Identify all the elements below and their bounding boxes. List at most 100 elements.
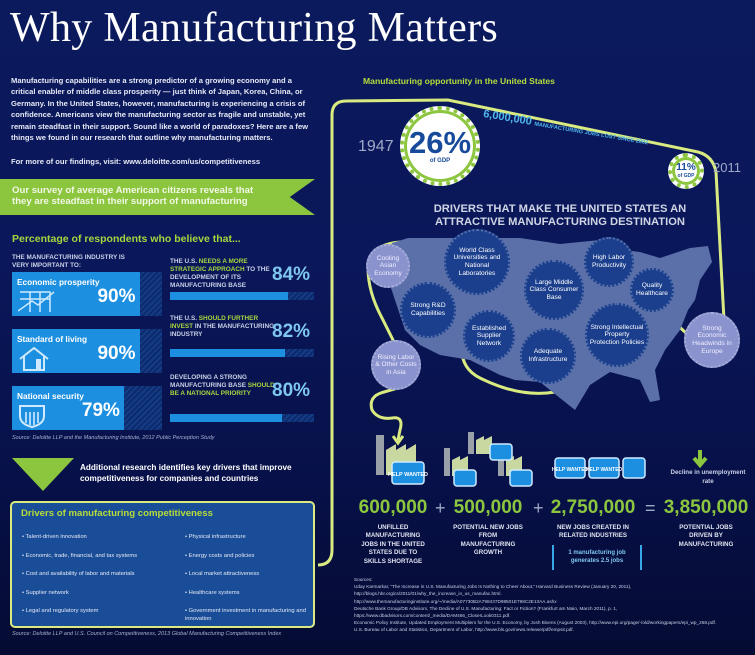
driver-bubble: Cooling Asian Economy bbox=[366, 244, 410, 288]
map-title: DRIVERS THAT MAKE THE UNITED STATES AN A… bbox=[433, 203, 687, 228]
driver-bubble: Strong Economic Headwinds in Europe bbox=[684, 312, 740, 368]
equation-operator: + bbox=[435, 498, 446, 518]
percentage-heading: Percentage of respondents who believe th… bbox=[12, 233, 241, 245]
drivers-box-title: Drivers of manufacturing competitiveness bbox=[21, 508, 213, 519]
year-2011: 2011 bbox=[713, 160, 741, 175]
industry-label: THE MANUFACTURING INDUSTRY IS VERY IMPOR… bbox=[12, 254, 125, 269]
year-1947: 1947 bbox=[358, 138, 394, 155]
driver-bubble-label: High Labor Productivity bbox=[591, 254, 627, 269]
importance-value: 79% bbox=[81, 400, 120, 421]
driver-bubble: Adequate Infrastructure bbox=[520, 328, 576, 384]
importance-label: Standard of living bbox=[17, 334, 88, 344]
help-wanted-sign-icon bbox=[391, 443, 646, 487]
driver-bubble-label: Rising Labor & Other Costs in Asia bbox=[375, 353, 417, 376]
belief-value: 84% bbox=[272, 264, 311, 285]
help-wanted-illustrations: HELP WANTED HELP WANTED HELP WANTED bbox=[376, 432, 708, 487]
belief-value: 82% bbox=[272, 321, 311, 342]
source-item: Uday Karmarkar, “The Increase in U.S. Ma… bbox=[354, 584, 632, 597]
belief-bar bbox=[170, 414, 314, 422]
help-wanted-text: HELP WANTED bbox=[388, 472, 428, 478]
equation-number: 600,000 bbox=[358, 497, 428, 518]
driver-item: • Legal and regulatory system bbox=[22, 608, 99, 614]
importance-row: Standard of living 90% bbox=[12, 329, 162, 373]
opportunity-heading: Manufacturing opportunity in the United … bbox=[363, 76, 555, 86]
belief-text-part: TO THE DEVELOPMENT OF ITS MANUFACTURING … bbox=[170, 266, 270, 289]
equation-number: 3,850,000 bbox=[663, 497, 749, 518]
driver-bubble: Quality Healthcare bbox=[630, 268, 674, 312]
driver-item: • Supplier network bbox=[22, 589, 69, 596]
driver-bubble-label: Strong Intellectual Property Protection … bbox=[589, 323, 645, 346]
belief-highlight: SHOULD BE A NATIONAL PRIORITY bbox=[170, 382, 275, 397]
driver-bubble: Strong R&D Capabilities bbox=[400, 282, 456, 338]
survey-banner: Our survey of average American citizens … bbox=[0, 179, 315, 215]
belief-highlight: SHOULD FURTHER INVEST bbox=[170, 315, 259, 330]
importance-row: National security 79% bbox=[12, 386, 162, 430]
bar-fill bbox=[12, 272, 140, 316]
gdp-2011-value: 11% bbox=[676, 162, 696, 173]
driver-bubble-label: Adequate Infrastructure bbox=[528, 348, 568, 363]
gdp-2011-unit: of GDP bbox=[677, 173, 695, 179]
bar-fill bbox=[170, 292, 289, 300]
driver-bubble: Rising Labor & Other Costs in Asia bbox=[371, 340, 421, 390]
bar-fill bbox=[170, 414, 283, 422]
equation-number: 2,750,000 bbox=[550, 497, 636, 518]
sources-heading: Sources: bbox=[354, 577, 373, 582]
driver-bubble-label: World Class Universities and National La… bbox=[453, 246, 501, 277]
importance-label: Economic prosperity bbox=[17, 277, 100, 287]
equation-label: POTENTIAL NEW JOBS FROM MANUFACTURING GR… bbox=[453, 524, 523, 557]
additional-research-text: Additional research identifies key drive… bbox=[80, 463, 292, 483]
help-wanted-text: HELP WANTED bbox=[586, 467, 623, 473]
belief-value: 80% bbox=[272, 380, 311, 401]
source-item: U.S. Bureau of Labor and Statistics, Dep… bbox=[354, 627, 574, 633]
driver-bubble: Large Middle Class Consumer Base bbox=[524, 260, 584, 320]
driver-item: • Physical infrastructure bbox=[185, 534, 246, 540]
driver-bubble-label: Strong R&D Capabilities bbox=[410, 302, 446, 317]
driver-bubble-label: Cooling Asian Economy bbox=[374, 254, 402, 277]
arrow-down-icon bbox=[391, 435, 405, 446]
equation-operator: + bbox=[533, 498, 544, 518]
belief-highlight: NEEDS A MORE STRATEGIC APPROACH bbox=[170, 258, 248, 273]
gdp-1947-value: 26% bbox=[408, 125, 472, 160]
importance-label: National security bbox=[17, 391, 84, 401]
driver-bubble: Established Supplier Network bbox=[463, 310, 515, 362]
belief-bar bbox=[170, 349, 314, 357]
drivers-source: Source: Deloitte LLP and U.S. Council on… bbox=[12, 631, 282, 637]
importance-row: Economic prosperity 90% bbox=[12, 272, 162, 316]
bar-fill bbox=[12, 329, 140, 373]
driver-bubble-label: Established Supplier Network bbox=[471, 324, 507, 347]
page-title: Why Manufacturing Matters bbox=[10, 5, 499, 51]
driver-item: • Local market attractiveness bbox=[185, 571, 260, 577]
equation-label: POTENTIAL JOBS DRIVEN BY MANUFACTURING bbox=[678, 524, 734, 548]
sources: Sources: Uday Karmarkar, “The Increase i… bbox=[354, 576, 749, 634]
more-findings-link[interactable]: For more of our findings, visit: www.del… bbox=[11, 157, 261, 166]
decline-label: Decline in unemployment rate bbox=[670, 469, 746, 485]
driver-bubble: Strong Intellectual Property Protection … bbox=[585, 303, 649, 367]
equation-label: UNFILLED MANUFACTURING JOBS IN THE UNITE… bbox=[361, 524, 425, 565]
belief-text: DEVELOPING A STRONG MANUFACTURING BASE S… bbox=[170, 374, 280, 398]
source-item: http://www.themanufacturinginstitute.org… bbox=[354, 598, 557, 604]
belief-bar bbox=[170, 292, 314, 300]
importance-value: 90% bbox=[97, 343, 136, 364]
driver-item: • Cost and availability of labor and mat… bbox=[22, 571, 135, 577]
driver-bubble: High Labor Productivity bbox=[584, 237, 634, 287]
help-wanted-text: HELP WANTED bbox=[552, 467, 589, 473]
driver-item: • Energy costs and policies bbox=[185, 552, 255, 559]
bar-fill bbox=[170, 349, 286, 357]
belief-text-part: DEVELOPING A STRONG MANUFACTURING BASE bbox=[170, 374, 248, 389]
driver-bubble-label: Strong Economic Headwinds in Europe bbox=[692, 324, 732, 355]
belief-text: THE U.S. SHOULD FURTHER INVEST IN THE MA… bbox=[170, 315, 280, 339]
intro-text: Manufacturing capabilities are a strong … bbox=[11, 76, 309, 143]
gdp-1947-gear: 26% of GDP bbox=[400, 106, 480, 186]
source-item: Economic Policy Institute, Updated Emplo… bbox=[354, 620, 717, 626]
driver-item: • Government investment in manufacturing… bbox=[185, 608, 306, 622]
survey-banner-text: Our survey of average American citizens … bbox=[12, 185, 254, 207]
survey-source: Source: Deloitte LLP and the Manufacturi… bbox=[12, 435, 215, 441]
driver-item: • Healthcare systems bbox=[185, 589, 240, 596]
source-item: Deutsche Bank Group/DB Advisors, The Dec… bbox=[354, 605, 618, 619]
belief-text: THE U.S. NEEDS A MORE STRATEGIC APPROACH… bbox=[170, 258, 280, 290]
driver-item: • Talent-driven innovation bbox=[22, 534, 87, 540]
importance-value: 90% bbox=[97, 286, 136, 307]
arrow-down-icon bbox=[692, 450, 708, 469]
equation-operator: = bbox=[645, 498, 656, 518]
drivers-box: Drivers of manufacturing competitiveness… bbox=[10, 501, 315, 628]
